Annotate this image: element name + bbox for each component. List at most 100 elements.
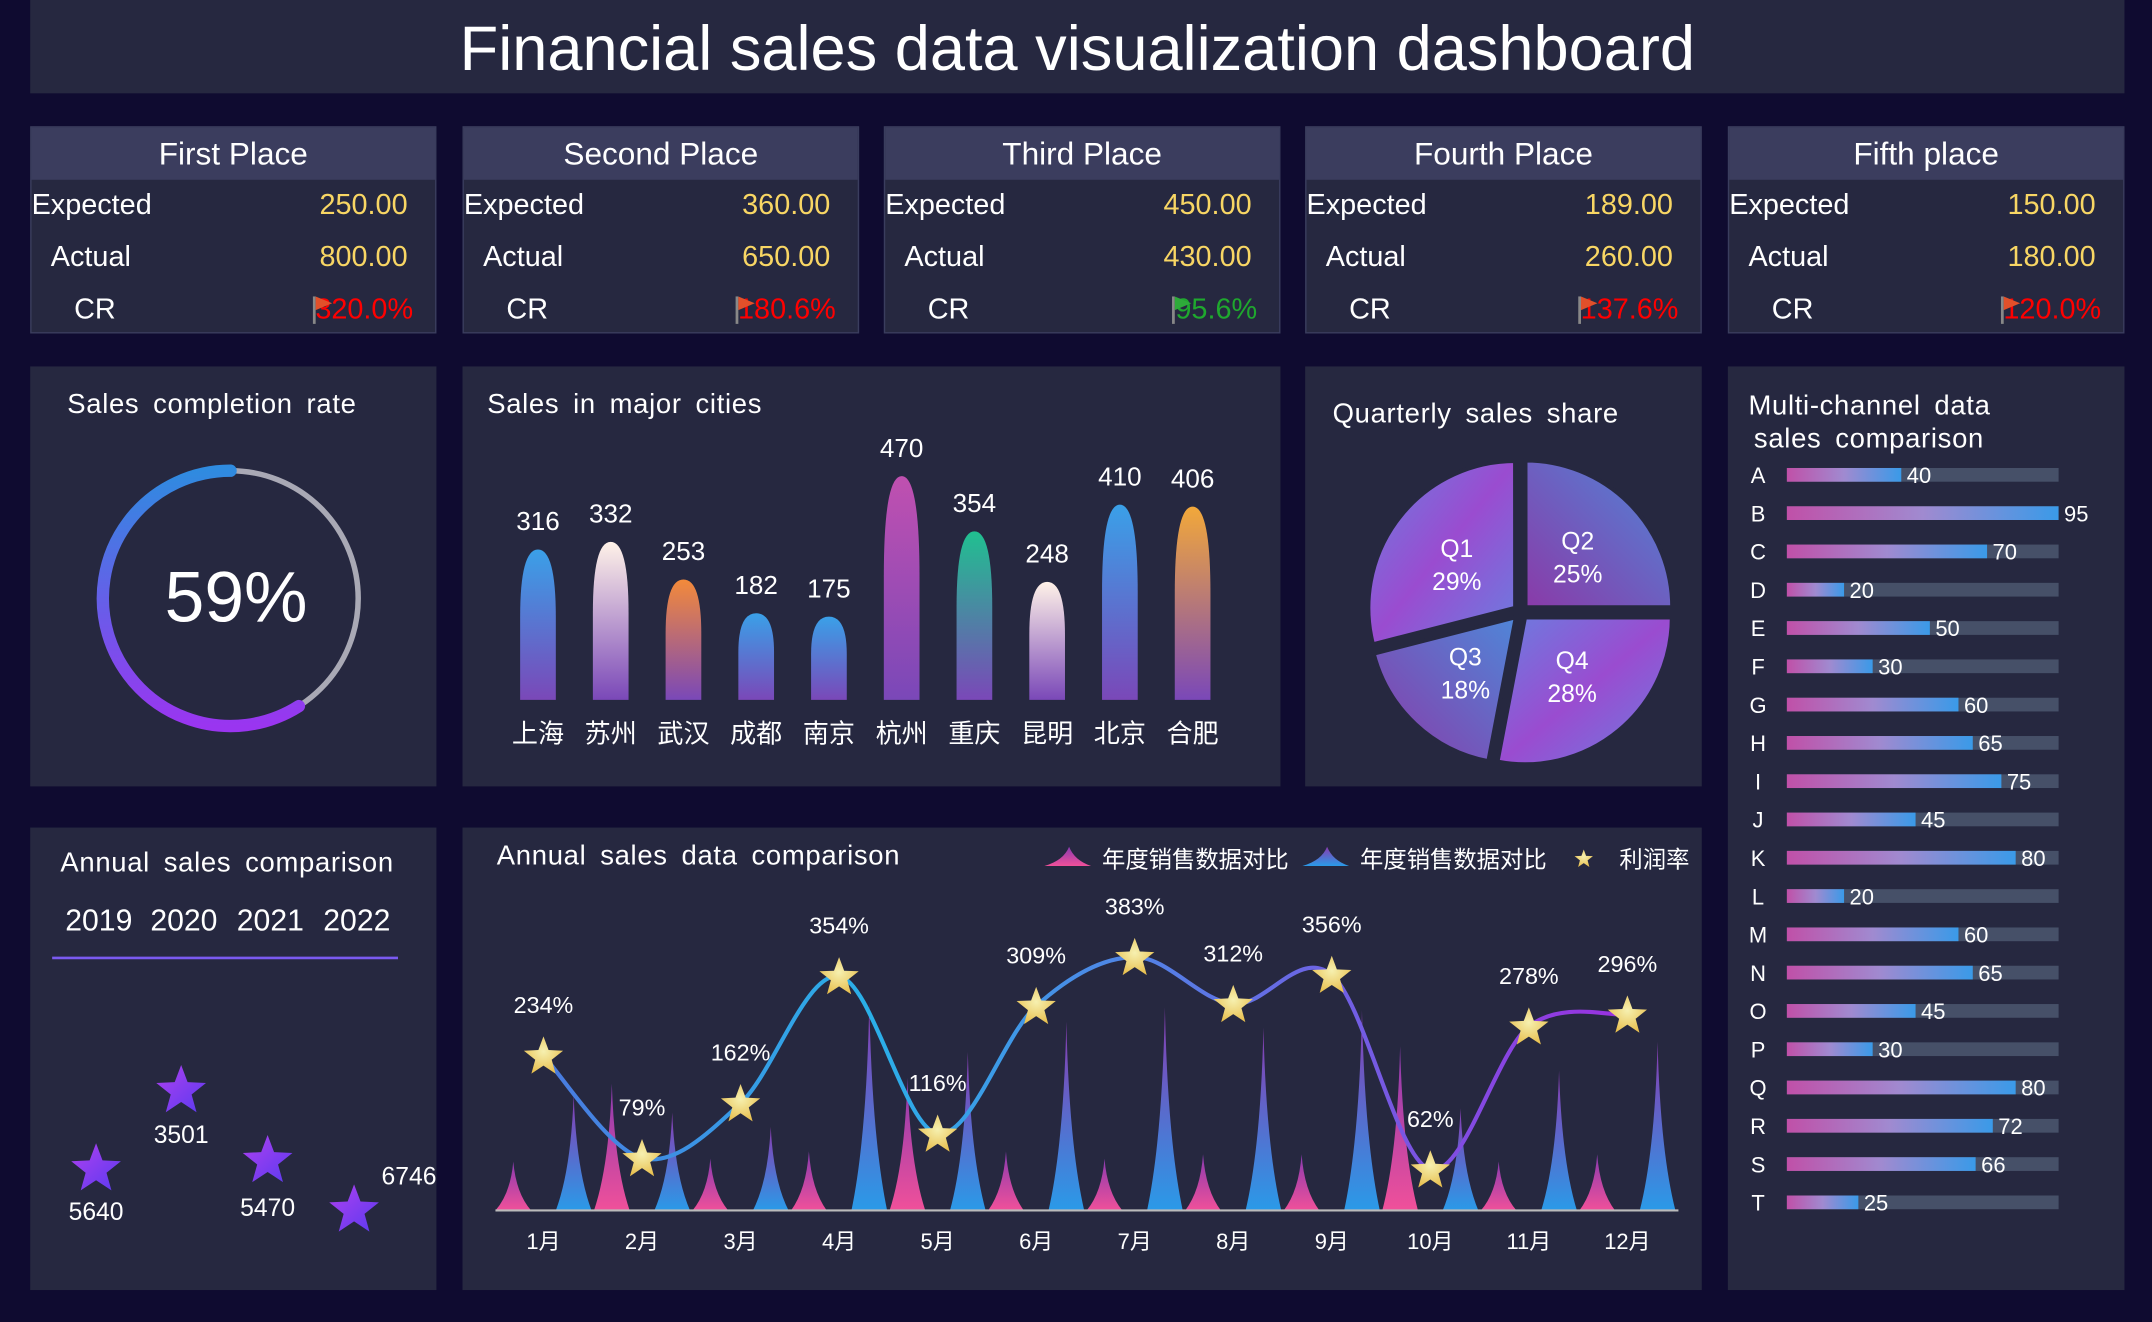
x-tick-label: 5月: [921, 1229, 955, 1254]
actual-label: Actual: [50, 241, 131, 274]
actual-value: 650.00: [742, 241, 831, 274]
channel-label: E: [1751, 616, 1766, 641]
star-marker: [1312, 955, 1352, 993]
slice-pct: 29%: [1432, 569, 1481, 596]
city-value: 410: [1098, 461, 1141, 491]
slice-pct: 18%: [1441, 677, 1490, 704]
city-label: 武汉: [657, 718, 709, 748]
channels-panel: Multi-channel data sales comparison A 40 B…: [1727, 366, 2125, 1291]
flag-icon: [1172, 297, 1192, 325]
pink-spike: [593, 1083, 630, 1211]
x-tick-label: 3月: [723, 1229, 757, 1254]
channel-bar: [1786, 774, 2002, 789]
legend-label: 年度销售数据对比: [1102, 846, 1289, 872]
cr-row: CR 120.0%: [1729, 284, 2123, 336]
channel-value: 45: [1921, 999, 1945, 1024]
sales-completion-panel: Sales completion rate 59%: [30, 366, 437, 787]
city-bar: [738, 613, 775, 700]
actual-label: Actual: [483, 241, 564, 274]
data-label: 312%: [1203, 941, 1263, 967]
city-label: 南京: [803, 718, 855, 748]
city-value: 354: [953, 488, 996, 518]
legend-pink-icon: [1044, 846, 1092, 866]
channel-value: 30: [1878, 1037, 1902, 1062]
channel-label: G: [1750, 693, 1767, 718]
cr-label: CR: [74, 293, 116, 326]
channel-label: D: [1750, 578, 1766, 603]
expected-label: Expected: [885, 189, 1006, 221]
channels-bar-chart: A 40 B 95 C 70 D 20 E 50 F 30 G 60 H 65 I 75 J 45 K 80 L 20 M 60 N…: [1749, 463, 2089, 1216]
data-label: 234%: [514, 992, 574, 1018]
city-label: 合肥: [1167, 718, 1219, 748]
star-marker: [1410, 1150, 1450, 1188]
channel-value: 65: [1978, 961, 2002, 986]
cr-value-wrap: 180.6%: [735, 284, 836, 336]
expected-label: Expected: [1306, 189, 1427, 221]
pink-spike: [988, 1151, 1024, 1211]
expected-value: 250.00: [319, 189, 408, 221]
city-bar: [1174, 506, 1211, 700]
chart-title: Annual sales data comparison: [496, 841, 901, 872]
flag-icon: [2000, 297, 2020, 325]
star-marker: [71, 1143, 121, 1191]
cr-label: CR: [927, 293, 970, 326]
dashboard-title: Financial sales data visualization dashb…: [30, 0, 2125, 94]
channel-value: 60: [1964, 693, 1988, 718]
city-value: 470: [880, 433, 923, 463]
flag-icon: [735, 297, 755, 325]
rank-card: Fourth Place Expected 189.00 Actual 260.00…: [1305, 126, 1702, 336]
x-tick-label: 9月: [1315, 1229, 1349, 1254]
channel-label: L: [1752, 884, 1764, 909]
city-value: 182: [734, 570, 777, 600]
legend-star-icon: [1574, 849, 1593, 867]
cr-label: CR: [1349, 293, 1391, 326]
channel-bar: [1786, 506, 2059, 521]
expected-label: Expected: [31, 189, 152, 221]
actual-value: 800.00: [319, 241, 408, 274]
profit-line: [541, 955, 1628, 1172]
panel-title: Sales in major cities: [487, 389, 763, 420]
channel-value: 80: [2021, 1076, 2045, 1101]
pink-spike: [889, 1077, 926, 1211]
annual-comparison-panel: Annual sales comparison 2019 5640 2020 3501…: [30, 827, 437, 1291]
pie-slice: [1371, 614, 1519, 764]
blue-spike: [752, 1126, 789, 1211]
data-label: 162%: [711, 1040, 771, 1066]
x-tick-label: 6月: [1019, 1229, 1053, 1254]
data-label: 62%: [1407, 1106, 1454, 1132]
channel-bar: [1786, 621, 1930, 635]
actual-label: Actual: [904, 241, 985, 274]
slice-pct: 28%: [1547, 681, 1596, 708]
ring-progress: [96, 464, 306, 733]
channel-label: J: [1753, 808, 1764, 833]
data-label: 354%: [809, 913, 869, 939]
city-label: 成都: [730, 718, 782, 748]
actual-label: Actual: [1325, 241, 1406, 274]
channel-value: 20: [1850, 884, 1874, 909]
star-marker: [1607, 995, 1648, 1033]
channel-value: 20: [1850, 578, 1874, 603]
expected-row: Expected 360.00: [464, 180, 858, 232]
channel-value: 65: [1978, 731, 2002, 756]
channel-bar: [1786, 1157, 1976, 1171]
expected-label: Expected: [1729, 189, 1850, 221]
annual-sales-chart-panel: Annual sales data comparison 1月 2月 3月 4月 5月 6…: [462, 827, 1702, 1291]
channel-label: H: [1750, 731, 1766, 756]
actual-label: Actual: [1748, 241, 1829, 274]
city-bar: [1102, 504, 1138, 700]
cr-label: CR: [1771, 293, 1814, 326]
pink-spike: [692, 1158, 729, 1211]
cr-row: CR 95.6%: [885, 284, 1279, 336]
actual-row: Actual 650.00: [464, 232, 858, 284]
channel-bar: [1786, 736, 1973, 750]
star-marker: [329, 1184, 379, 1232]
cr-value-wrap: 137.6%: [1577, 284, 1678, 336]
channel-value: 70: [1993, 540, 2017, 565]
actual-row: Actual 260.00: [1307, 232, 1701, 284]
expected-row: Expected 189.00: [1307, 180, 1701, 232]
channel-label: N: [1750, 961, 1766, 986]
city-bar: [592, 541, 629, 700]
panel-title: Annual sales comparison: [60, 848, 394, 879]
rank-card: Third Place Expected 450.00 Actual 430.00 …: [883, 126, 1281, 336]
city-label: 上海: [512, 718, 564, 748]
